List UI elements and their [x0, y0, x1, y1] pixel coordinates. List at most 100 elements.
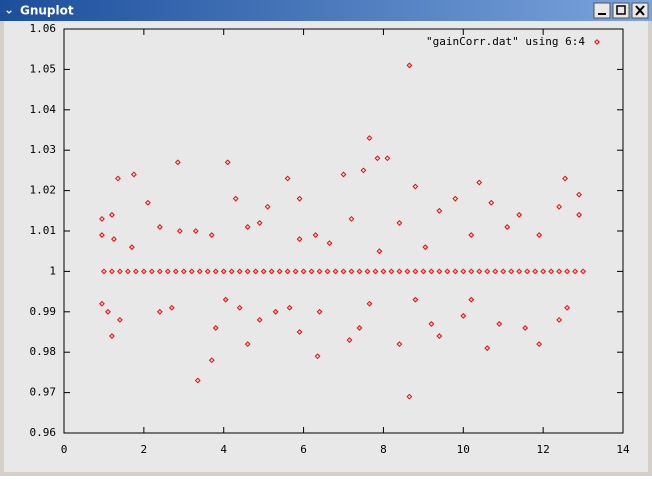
- point: [128, 244, 135, 251]
- point: [452, 268, 459, 275]
- point: [444, 268, 451, 275]
- point: [500, 268, 507, 275]
- icon: [616, 5, 626, 15]
- legend-label: "gainCorr.dat" using 6:4: [426, 35, 585, 48]
- point: [99, 215, 105, 222]
- point: [364, 268, 371, 275]
- minimize-button[interactable]: [593, 2, 611, 19]
- point: [224, 159, 231, 166]
- point: [174, 159, 181, 166]
- point: [516, 211, 523, 218]
- point: [286, 304, 293, 311]
- point: [452, 195, 459, 202]
- point: [356, 268, 363, 275]
- point: [484, 268, 491, 275]
- point: [556, 203, 563, 210]
- point: [188, 268, 195, 275]
- point: [522, 325, 529, 331]
- point: [268, 268, 275, 275]
- point: [296, 195, 303, 202]
- point: [412, 296, 419, 303]
- point: [312, 232, 319, 238]
- point: [316, 268, 323, 275]
- point: [576, 191, 582, 198]
- point: [548, 268, 555, 275]
- point: [140, 268, 147, 275]
- point: [116, 268, 123, 275]
- point: [196, 268, 203, 275]
- point: [404, 268, 411, 275]
- point: [124, 268, 131, 275]
- point: [324, 268, 331, 275]
- point: [476, 268, 483, 275]
- y-tick-label: 1.04: [30, 103, 57, 116]
- point: [436, 268, 443, 275]
- point: [164, 268, 171, 275]
- point: [114, 175, 121, 182]
- point: [372, 268, 379, 275]
- point: [436, 207, 443, 214]
- point: [406, 393, 413, 400]
- point: [332, 268, 339, 275]
- point: [212, 325, 219, 331]
- point: [348, 215, 355, 222]
- x-tick-label: 2: [141, 443, 148, 456]
- point: [468, 232, 475, 238]
- point: [260, 268, 267, 275]
- point: [272, 308, 279, 315]
- point: [580, 268, 586, 275]
- window-buttons: [593, 2, 649, 19]
- point: [132, 268, 139, 275]
- point: [220, 268, 227, 275]
- point: [148, 268, 155, 275]
- point: [109, 333, 115, 339]
- point: [484, 345, 491, 352]
- point: [208, 357, 215, 364]
- point: [360, 167, 367, 174]
- point: [496, 321, 503, 327]
- point: [388, 268, 395, 275]
- y-tick-label: 0.98: [30, 345, 57, 358]
- point: [296, 236, 303, 242]
- y-tick-label: 1.01: [30, 224, 57, 237]
- y-tick-label: 1.03: [30, 143, 57, 156]
- point: [396, 220, 403, 226]
- x-tick-label: 12: [537, 443, 550, 456]
- point: [109, 211, 115, 218]
- y-tick-label: 1.02: [30, 184, 57, 197]
- point: [99, 232, 105, 238]
- point: [468, 296, 475, 303]
- point: [340, 268, 347, 275]
- point: [348, 268, 355, 275]
- point: [156, 224, 163, 230]
- point: [564, 304, 571, 311]
- point: [316, 308, 323, 315]
- point: [420, 268, 427, 275]
- point: [204, 268, 211, 275]
- point: [292, 268, 299, 275]
- point: [300, 268, 307, 275]
- x-tick-label: 14: [616, 443, 630, 456]
- window-title: Gnuplot: [20, 4, 74, 18]
- point: [105, 308, 111, 315]
- point: [576, 211, 582, 218]
- point: [412, 268, 419, 275]
- point: [176, 228, 183, 234]
- point: [156, 308, 163, 315]
- plot-canvas: [4, 21, 648, 472]
- point: [412, 183, 419, 190]
- point: [326, 240, 333, 247]
- y-tick-label: 1.05: [30, 62, 57, 75]
- x-tick-label: 6: [300, 443, 307, 456]
- point: [460, 312, 467, 319]
- point: [228, 268, 235, 275]
- x-tick-label: 0: [61, 443, 68, 456]
- point: [172, 268, 179, 275]
- point: [428, 268, 435, 275]
- y-tick-label: 0.99: [30, 305, 57, 318]
- point: [168, 304, 175, 311]
- window-menu[interactable]: ⌄: [4, 3, 14, 17]
- point: [356, 325, 363, 331]
- point: [562, 175, 569, 182]
- point: [130, 171, 137, 178]
